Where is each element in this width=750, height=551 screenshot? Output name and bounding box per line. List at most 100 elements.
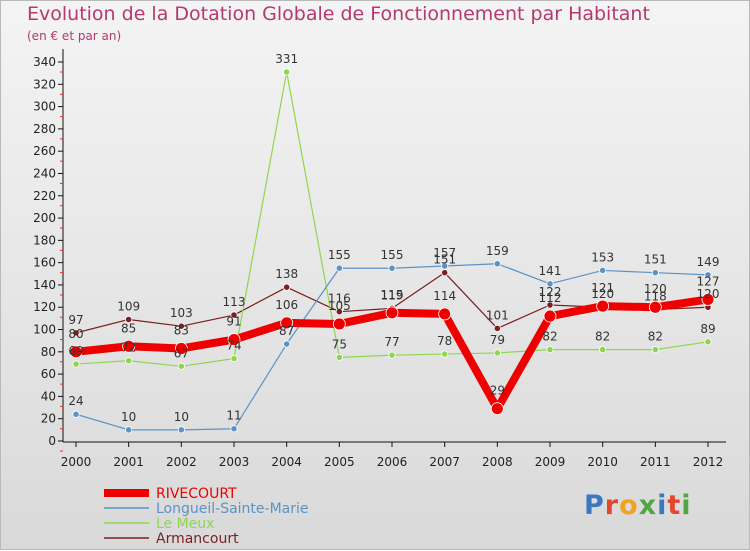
x-tick-label: 2004: [271, 455, 302, 469]
data-label-longueil-sainte-marie: 141: [539, 264, 562, 278]
data-label-rivecourt: 120: [644, 282, 667, 296]
data-label-le-meux: 82: [595, 330, 610, 344]
data-point-longueil-sainte-marie: [125, 426, 133, 434]
data-point-longueil-sainte-marie: [704, 271, 712, 279]
data-point-longueil-sainte-marie: [493, 260, 501, 268]
y-tick-label: 40: [41, 389, 56, 403]
y-tick-label: 180: [33, 233, 56, 247]
data-point-le-meux: [283, 68, 291, 76]
data-point-rivecourt: [280, 316, 294, 330]
data-label-le-meux: 67: [174, 346, 189, 360]
series-layer: [69, 68, 715, 434]
data-label-le-meux: 75: [332, 337, 347, 351]
data-label-armancourt: 97: [68, 313, 83, 327]
legend-label-longueil-sainte-marie: Longueil-Sainte-Marie: [156, 501, 309, 517]
data-point-le-meux: [441, 350, 449, 358]
data-label-longueil-sainte-marie: 151: [644, 253, 667, 267]
data-point-le-meux: [704, 338, 712, 346]
data-label-longueil-sainte-marie: 87: [279, 324, 294, 338]
data-point-armancourt: [441, 269, 449, 277]
data-point-le-meux: [72, 360, 80, 368]
data-label-longueil-sainte-marie: 155: [328, 248, 351, 262]
y-tick-label: 140: [33, 278, 56, 292]
data-point-le-meux: [599, 345, 607, 354]
x-tick-label: 2012: [693, 455, 724, 469]
data-label-longueil-sainte-marie: 11: [226, 409, 241, 423]
data-label-rivecourt: 85: [121, 321, 136, 335]
data-point-armancourt: [546, 301, 554, 309]
legend-label-rivecourt: RIVECOURT: [156, 486, 237, 502]
data-label-rivecourt: 115: [381, 288, 404, 302]
data-label-armancourt: 120: [591, 287, 614, 301]
brand-letter: o: [619, 490, 639, 521]
x-tick-label: 2007: [429, 455, 460, 469]
data-point-armancourt: [493, 324, 501, 333]
data-label-rivecourt: 91: [226, 315, 241, 329]
data-label-armancourt: 119: [381, 288, 404, 302]
data-label-le-meux: 82: [542, 330, 557, 344]
y-tick-label: 80: [41, 345, 56, 359]
data-label-longueil-sainte-marie: 149: [697, 255, 720, 269]
data-point-le-meux: [230, 354, 238, 363]
data-point-le-meux: [388, 351, 396, 359]
data-label-armancourt: 120: [697, 287, 720, 301]
data-label-longueil-sainte-marie: 24: [68, 394, 83, 408]
data-label-longueil-sainte-marie: 155: [381, 248, 404, 262]
data-label-rivecourt: 80: [68, 327, 83, 341]
legend-label-le-meux: Le Meux: [156, 516, 214, 532]
data-point-longueil-sainte-marie: [230, 425, 238, 433]
data-point-rivecourt: [69, 345, 83, 359]
data-label-armancourt: 116: [328, 292, 351, 306]
x-tick-label: 2009: [535, 455, 566, 469]
data-point-le-meux: [335, 353, 343, 361]
y-tick-label: 160: [33, 256, 56, 270]
y-tick-label: 300: [33, 100, 56, 114]
data-label-le-meux: 79: [490, 333, 505, 347]
y-tick-label: 120: [33, 300, 56, 314]
data-point-armancourt: [230, 311, 238, 319]
data-label-le-meux: 74: [226, 339, 241, 353]
y-tick-label: 220: [33, 189, 56, 203]
x-tick-label: 2008: [482, 455, 513, 469]
y-tick-label: 320: [33, 77, 56, 91]
series-line-le-meux: [75, 71, 709, 367]
data-point-rivecourt: [438, 307, 452, 321]
data-label-rivecourt: 105: [328, 299, 351, 313]
brand-letter: i: [681, 490, 692, 521]
brand-letter: i: [657, 490, 668, 521]
data-point-le-meux: [177, 362, 185, 370]
data-point-longueil-sainte-marie: [651, 269, 659, 277]
data-label-armancourt: 151: [433, 253, 456, 267]
data-label-armancourt: 118: [644, 289, 667, 303]
data-point-armancourt: [125, 315, 133, 324]
data-label-le-meux: 89: [700, 322, 715, 336]
data-label-le-meux: 77: [384, 335, 399, 349]
x-tick-label: 2005: [324, 455, 355, 469]
data-point-le-meux: [125, 357, 133, 365]
y-tick-label: 240: [33, 166, 56, 180]
data-point-rivecourt: [648, 300, 662, 314]
data-label-rivecourt: 114: [433, 289, 456, 303]
brand-letter: P: [584, 490, 605, 521]
data-point-armancourt: [283, 283, 291, 291]
chart-title: Evolution de la Dotation Globale de Fonc…: [27, 3, 650, 25]
data-label-longueil-sainte-marie: 159: [486, 244, 509, 258]
data-point-longueil-sainte-marie: [335, 264, 343, 272]
data-point-longueil-sainte-marie: [388, 264, 396, 272]
data-point-longueil-sainte-marie: [283, 340, 291, 348]
x-tick-label: 2010: [587, 455, 618, 469]
brand-letter: t: [667, 490, 682, 521]
data-point-longueil-sainte-marie: [546, 280, 554, 288]
y-tick-label: 200: [33, 211, 56, 225]
data-point-rivecourt: [174, 342, 188, 355]
y-tick-label: 280: [33, 122, 56, 136]
data-label-armancourt: 113: [223, 295, 246, 309]
data-point-rivecourt: [596, 299, 610, 313]
data-point-le-meux: [546, 345, 554, 354]
data-label-armancourt: 109: [117, 299, 140, 313]
data-label-rivecourt: 83: [174, 323, 189, 337]
data-label-rivecourt: 127: [697, 274, 720, 288]
data-point-armancourt: [177, 322, 185, 330]
data-label-rivecourt: 112: [539, 291, 562, 305]
